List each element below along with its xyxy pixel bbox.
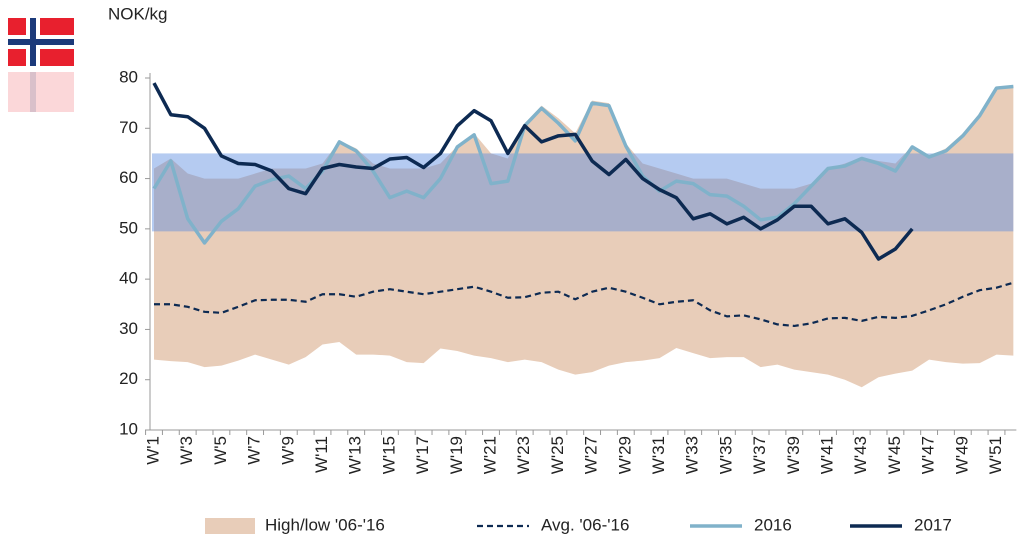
x-tick-label: W'17 — [413, 436, 432, 474]
legend-label: Avg. '06-'16 — [541, 515, 629, 534]
y-tick-label: 80 — [119, 67, 138, 86]
legend-label: High/low '06-'16 — [265, 515, 385, 534]
y-axis-label: NOK/kg — [108, 4, 168, 23]
y-tick-label: 70 — [119, 118, 138, 137]
x-tick-label: W'7 — [245, 436, 264, 465]
x-tick-label: W'39 — [784, 436, 803, 474]
y-tick-label: 50 — [119, 218, 138, 237]
x-tick-label: W'45 — [885, 436, 904, 474]
range-area — [154, 85, 1014, 388]
y-tick-label: 10 — [119, 419, 138, 438]
x-tick-label: W'25 — [548, 436, 567, 474]
x-tick-label: W'15 — [379, 436, 398, 474]
x-tick-label: W'1 — [143, 436, 162, 465]
legend-label: 2017 — [914, 515, 952, 534]
y-tick-label: 60 — [119, 168, 138, 187]
y-tick-label: 40 — [119, 269, 138, 288]
flag-icon — [8, 18, 74, 112]
x-tick-label: W'41 — [817, 436, 836, 474]
x-tick-label: W'47 — [919, 436, 938, 474]
series-line — [154, 281, 1014, 328]
y-tick-label: 30 — [119, 319, 138, 338]
series-line — [152, 84, 1014, 245]
y-tick-label: 20 — [119, 369, 138, 388]
x-tick-label: W'13 — [346, 436, 365, 474]
x-tick-label: W'29 — [615, 436, 634, 474]
x-tick-label: W'9 — [278, 436, 297, 465]
x-tick-label: W'21 — [480, 436, 499, 474]
x-tick-label: W'31 — [649, 436, 668, 474]
x-tick-label: W'3 — [177, 436, 196, 465]
x-tick-label: W'27 — [582, 436, 601, 474]
x-tick-label: W'43 — [851, 436, 870, 474]
series-line — [152, 82, 914, 261]
x-tick-label: W'37 — [750, 436, 769, 474]
legend-swatch — [205, 518, 255, 534]
x-tick-label: W'51 — [986, 436, 1005, 474]
x-tick-label: W'33 — [683, 436, 702, 474]
x-tick-label: W'5 — [211, 436, 230, 465]
x-tick-label: W'35 — [716, 436, 735, 474]
x-tick-label: W'19 — [447, 436, 466, 474]
x-tick-label: W'49 — [952, 436, 971, 474]
x-tick-label: W'23 — [514, 436, 533, 474]
x-tick-label: W'11 — [312, 436, 331, 473]
legend-label: 2016 — [754, 515, 792, 534]
